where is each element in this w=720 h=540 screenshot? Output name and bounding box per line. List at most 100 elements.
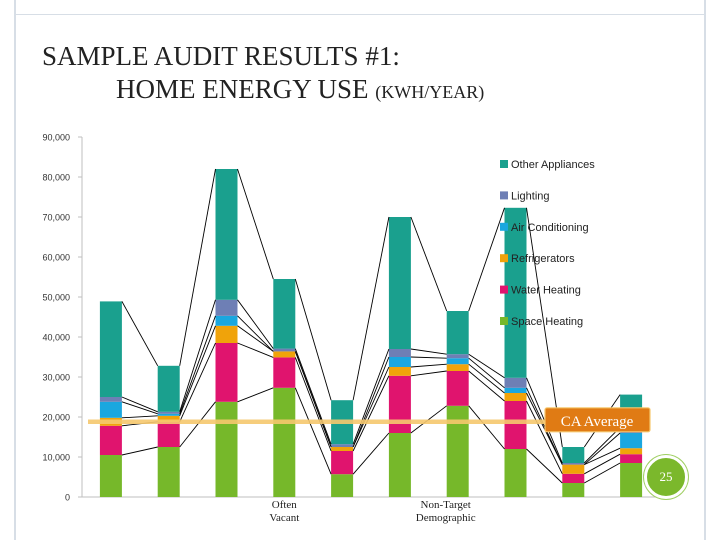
bar-segment xyxy=(273,348,296,352)
connector-line xyxy=(468,353,505,379)
connector-line xyxy=(294,357,332,452)
bar-stack xyxy=(562,447,585,497)
bar-segment xyxy=(562,483,585,497)
connector-line xyxy=(121,301,159,367)
legend-label: Refrigerators xyxy=(511,253,575,265)
legend-label: Water Heating xyxy=(511,285,581,297)
connector-line xyxy=(237,342,274,358)
bar-segment xyxy=(388,357,411,367)
bar-segment xyxy=(157,415,180,422)
series-connector-lines xyxy=(121,168,621,484)
bar-segment xyxy=(215,325,238,343)
connector-line xyxy=(121,446,158,456)
bar-segment xyxy=(562,463,585,465)
bar-segment xyxy=(446,311,469,355)
connector-line xyxy=(410,363,447,368)
bar-segment xyxy=(273,387,296,497)
slide-title: SAMPLE AUDIT RESULTS #1: HOME ENERGY USE… xyxy=(42,40,484,109)
slide-border-top xyxy=(14,14,706,15)
bar-segment xyxy=(388,433,411,497)
connector-line xyxy=(352,432,390,475)
bar-stack xyxy=(388,217,411,497)
bar-segment xyxy=(157,421,180,447)
connector-line xyxy=(410,356,447,359)
bar-segment xyxy=(446,354,469,359)
bar-segment xyxy=(215,169,238,300)
connector-line xyxy=(179,315,216,414)
legend-swatch xyxy=(500,191,508,200)
reference-label-box xyxy=(544,407,651,433)
bar-stack xyxy=(157,365,180,497)
title-line-1: SAMPLE AUDIT RESULTS #1: xyxy=(42,41,400,71)
connector-line xyxy=(584,432,621,465)
connector-line xyxy=(468,363,505,394)
connector-line xyxy=(526,448,563,484)
bar-segment xyxy=(562,473,585,483)
connector-line xyxy=(410,348,447,355)
bar-segment xyxy=(620,454,643,463)
legend-swatch xyxy=(500,254,508,263)
annotation-line: Non-Target xyxy=(421,499,471,511)
y-tick-label: 90,000 xyxy=(42,133,70,143)
bar-segment xyxy=(562,447,585,463)
bar-segment xyxy=(331,451,354,475)
bar-stack xyxy=(99,301,122,497)
bar-segment xyxy=(446,371,469,406)
connector-line xyxy=(352,356,390,448)
bar-segment xyxy=(331,474,354,497)
bar-segment xyxy=(157,447,180,497)
connector-line xyxy=(526,400,563,474)
bar-segment xyxy=(620,433,643,449)
connector-line xyxy=(584,462,621,484)
connector-line xyxy=(179,325,216,416)
connector-line xyxy=(468,357,505,389)
bar-stack xyxy=(504,207,527,497)
bar-segment xyxy=(504,449,527,497)
page-number: 25 xyxy=(659,469,673,484)
bar-segment xyxy=(388,217,411,349)
bar-segment xyxy=(620,448,643,455)
bar-segment xyxy=(388,349,411,357)
connector-line xyxy=(468,405,505,450)
connector-line xyxy=(352,366,390,448)
connector-line xyxy=(352,216,390,401)
connector-line xyxy=(468,370,505,402)
connector-line xyxy=(294,348,332,445)
bar-segment xyxy=(215,315,238,326)
bar-segment xyxy=(99,397,122,402)
bar-segment xyxy=(504,393,527,401)
bar-stack xyxy=(273,279,296,497)
bar-segment xyxy=(215,401,238,497)
legend-label: Other Appliances xyxy=(511,159,595,171)
annotation-line: Often xyxy=(272,499,298,511)
bar-segment xyxy=(99,425,122,455)
connector-line xyxy=(583,427,621,464)
connector-line xyxy=(121,401,158,415)
category-annotation: Non-Target Demographic xyxy=(416,499,476,524)
y-tick-label: 0 xyxy=(65,493,70,503)
legend-label: Air Conditioning xyxy=(511,222,589,234)
legend-swatch xyxy=(500,160,508,168)
bar-stack xyxy=(215,169,238,497)
bar-segment xyxy=(99,455,122,497)
bar-stack xyxy=(446,311,469,497)
bar-stack xyxy=(331,400,354,497)
connector-line xyxy=(179,401,216,448)
bar-segment xyxy=(215,343,238,402)
bar-segment xyxy=(504,207,527,378)
bar-segment xyxy=(388,375,411,433)
bar-segment xyxy=(273,351,296,358)
connector-line xyxy=(121,415,158,419)
title-unit: (KWH/YEAR) xyxy=(375,82,485,102)
annotation-line: Vacant xyxy=(269,512,299,524)
connector-line xyxy=(121,396,158,413)
connector-line xyxy=(237,315,274,352)
connector-line xyxy=(294,387,332,475)
connector-line xyxy=(179,168,216,366)
legend-swatch xyxy=(500,285,508,294)
y-tick-label: 60,000 xyxy=(42,253,70,263)
connector-line xyxy=(237,387,274,403)
connector-line xyxy=(410,405,447,434)
bar-segment xyxy=(504,387,527,393)
